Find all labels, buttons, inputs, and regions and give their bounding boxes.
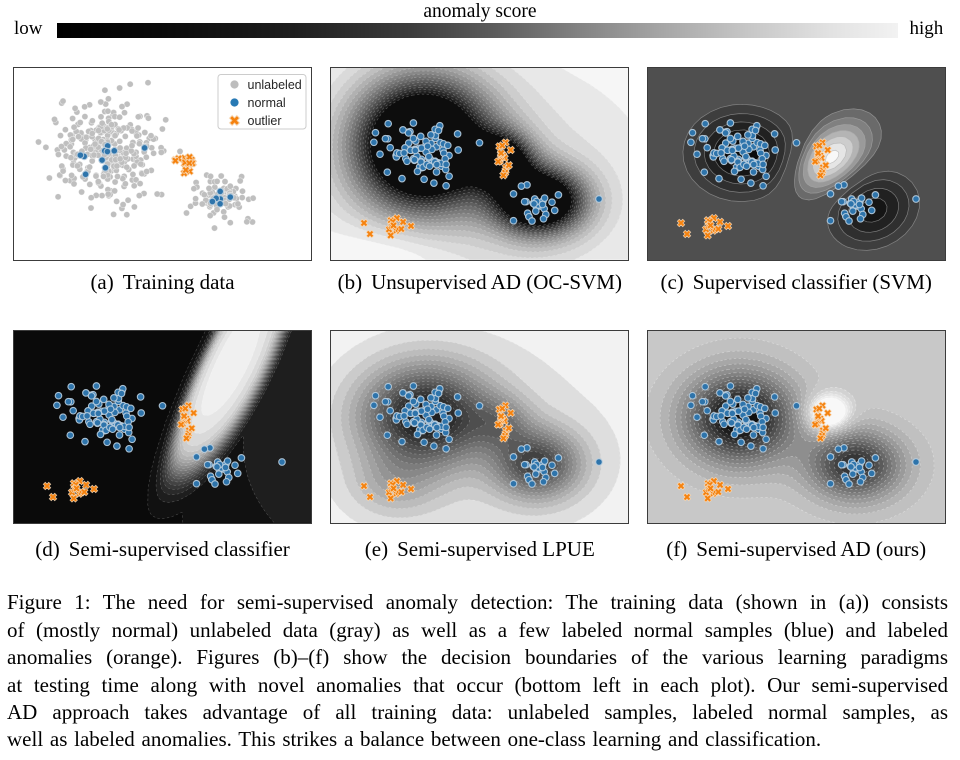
svg-text:outlier: outlier bbox=[248, 114, 282, 128]
svg-text:unlabeled: unlabeled bbox=[248, 78, 302, 92]
svg-text:normal: normal bbox=[248, 96, 286, 110]
